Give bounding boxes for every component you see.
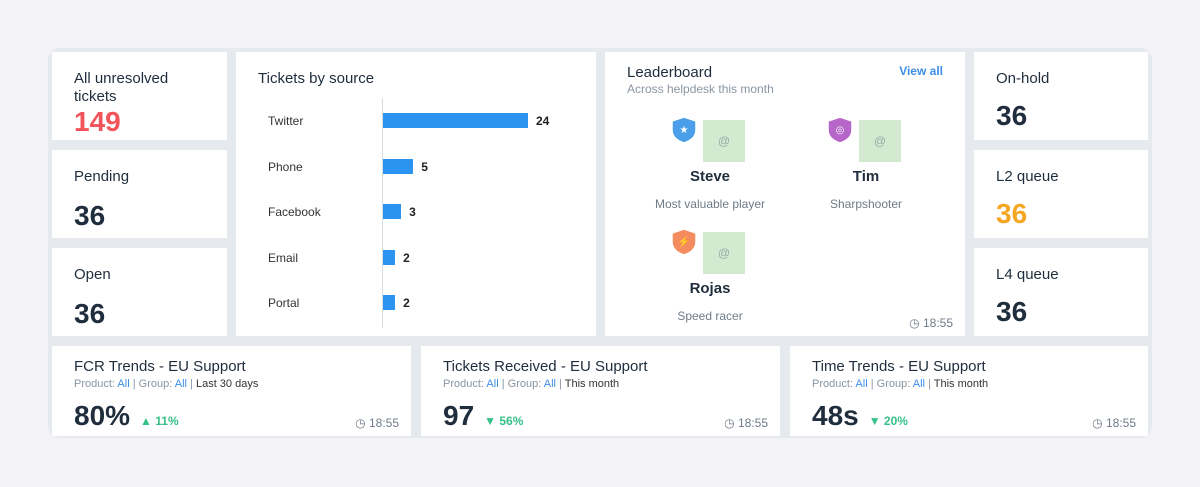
period-filter[interactable]: Last 30 days (195, 378, 259, 390)
leaderboard-player[interactable]: @ ⚡ Rojas Speed racer (635, 228, 785, 323)
bar-portal[interactable] (383, 295, 396, 310)
bar-label: Facebook (268, 205, 321, 219)
clock-icon: ◷ (355, 416, 366, 430)
stat-label: L2 queue (996, 168, 1059, 185)
chart-axis (382, 98, 383, 328)
player-award: Most valuable player (654, 197, 766, 211)
stat-value: 36 (996, 296, 1028, 327)
bar-label: Email (268, 250, 299, 265)
leaderboard-subtitle: Across helpdesk this month (627, 82, 774, 96)
stat-label: Pending (74, 168, 130, 185)
period-filter[interactable]: This month (933, 378, 989, 390)
badge-icon: ⚡ (671, 228, 697, 256)
avatar: @ ★ (671, 116, 745, 162)
stat-label: All unresolved tickets (74, 70, 169, 105)
clock-icon: ◷ (1092, 416, 1103, 430)
trend-title: Tickets Received - EU Support (443, 358, 648, 375)
product-filter[interactable]: All (486, 378, 499, 390)
bar-facebook[interactable] (383, 204, 402, 219)
trend-filters: Product: All | Group: All | This month (812, 378, 989, 390)
player-name: Steve (689, 168, 731, 185)
svg-text:★: ★ (680, 125, 689, 136)
trend-value: 97 (443, 400, 475, 431)
product-filter[interactable]: All (117, 378, 130, 390)
trend-card[interactable]: Tickets Received - EU Support Product: A… (421, 346, 780, 436)
trend-delta: ▼ 56% (484, 414, 524, 428)
bar-twitter[interactable] (383, 113, 528, 128)
trend-delta: ▼ 20% (868, 414, 908, 428)
bar-label: Portal (268, 296, 300, 310)
bar-label: Twitter (268, 114, 304, 128)
group-filter[interactable]: All (174, 378, 187, 390)
chart-title: Tickets by source (258, 70, 375, 87)
clock-icon: ◷ (909, 316, 920, 330)
stat-value: 36 (996, 100, 1028, 131)
tickets-by-source-card[interactable]: Tickets by source Twitter 24 Phone 5 Faceboo… (236, 52, 596, 336)
trend-timestamp: ◷ 18:55 (1092, 416, 1136, 430)
view-all-link[interactable]: View all (899, 64, 943, 78)
trend-card[interactable]: Time Trends - EU Support Product: All | … (790, 346, 1148, 436)
svg-text:◎: ◎ (836, 125, 845, 136)
avatar: @ ◎ (827, 116, 901, 162)
badge-icon: ★ (671, 116, 697, 144)
avatar: @ ⚡ (671, 228, 745, 274)
bar-email[interactable] (383, 249, 396, 265)
trend-card[interactable]: FCR Trends - EU Support Product: All | G… (52, 346, 411, 436)
stat-card[interactable]: Pending 36 (52, 150, 227, 238)
trend-filters: Product: All | Group: All | Last 30 days (74, 378, 259, 390)
group-filter[interactable]: All (543, 378, 556, 390)
bar-value: 5 (421, 159, 428, 174)
leaderboard-title: Leaderboard (627, 64, 713, 81)
group-filter[interactable]: All (912, 378, 925, 390)
stat-card[interactable]: Open 36 (52, 248, 227, 336)
stat-label: On-hold (996, 70, 1050, 87)
svg-text:⚡: ⚡ (678, 235, 690, 248)
stat-value: 36 (74, 200, 106, 231)
player-name: Rojas (689, 280, 731, 297)
trend-filters: Product: All | Group: All | This month (443, 378, 620, 390)
trend-title: FCR Trends - EU Support (74, 358, 246, 375)
bar-value: 2 (403, 296, 410, 310)
stat-label: L4 queue (996, 266, 1059, 283)
badge-icon: ◎ (827, 116, 853, 144)
period-filter[interactable]: This month (564, 378, 620, 390)
stat-value: 36 (996, 198, 1028, 229)
leaderboard-player[interactable]: @ ◎ Tim Sharpshooter (791, 116, 941, 211)
stat-card[interactable]: L4 queue 36 (974, 248, 1148, 336)
leaderboard-timestamp: ◷ 18:55 (909, 316, 953, 330)
player-name: Tim (852, 168, 880, 185)
player-award: Sharpshooter (829, 197, 903, 211)
trend-timestamp: ◷ 18:55 (724, 416, 768, 430)
stat-value: 149 (74, 106, 121, 137)
product-filter[interactable]: All (855, 378, 868, 390)
bar-value: 3 (409, 205, 416, 219)
stat-card[interactable]: L2 queue 36 (974, 150, 1148, 238)
player-award: Speed racer (677, 309, 743, 323)
stat-card[interactable]: All unresolved tickets 149 (52, 52, 227, 140)
trend-value: 80% (74, 400, 131, 431)
bar-phone[interactable] (383, 158, 414, 174)
bar-value: 24 (536, 114, 550, 128)
stat-card[interactable]: On-hold 36 (974, 52, 1148, 140)
dashboard: All unresolved tickets 149 Pending 36 Op… (48, 48, 1152, 438)
stat-value: 36 (74, 298, 106, 329)
leaderboard-card: Leaderboard Across helpdesk this month V… (605, 52, 965, 336)
trend-title: Time Trends - EU Support (812, 358, 986, 375)
trend-delta: ▲ 11% (140, 414, 179, 428)
clock-icon: ◷ (724, 416, 735, 430)
trend-value: 48s (812, 400, 859, 431)
stat-label: Open (74, 266, 111, 283)
leaderboard-player[interactable]: @ ★ Steve Most valuable player (635, 116, 785, 211)
bar-label: Phone (268, 159, 303, 174)
bar-value: 2 (403, 250, 410, 265)
timestamp-text: 18:55 (922, 316, 953, 330)
trend-timestamp: ◷ 18:55 (355, 416, 399, 430)
